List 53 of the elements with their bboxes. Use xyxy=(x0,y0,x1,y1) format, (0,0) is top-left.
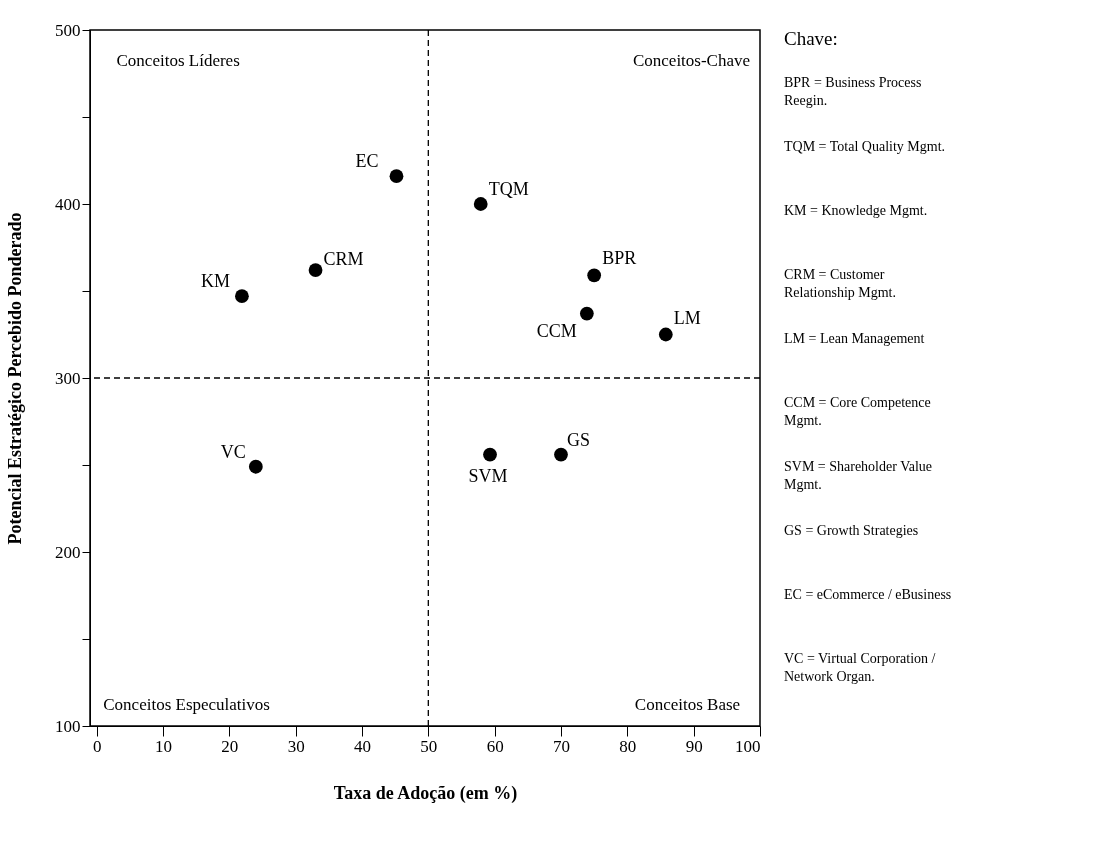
y-axis-title: Potencial Estratégico Percebido Ponderado xyxy=(5,212,25,545)
point xyxy=(587,268,602,283)
y-tick-label: 400 xyxy=(55,194,81,214)
point xyxy=(483,447,497,462)
data-label: SVM xyxy=(468,465,508,486)
point xyxy=(473,197,488,211)
text: KM = Knowledge Mgmt. xyxy=(784,203,928,218)
x-tick-label: 90 xyxy=(685,736,703,756)
data-label: KM xyxy=(200,271,230,292)
data-label: BPR xyxy=(602,248,637,269)
text: LM = Lean Management xyxy=(784,331,925,346)
data-label: CRM xyxy=(323,249,364,270)
data-label: EC xyxy=(355,151,379,172)
text: VC = Virtual Corporation / Network Organ. xyxy=(784,651,936,684)
text: BPR = Business Process Reegin. xyxy=(784,75,922,108)
data-label: LM xyxy=(673,307,701,328)
text: Chave: xyxy=(784,28,838,49)
x-tick-label: 50 xyxy=(420,736,438,756)
x-tick-label: 100 xyxy=(735,736,761,756)
data-label: GS xyxy=(566,429,591,450)
x-axis-title: Taxa de Adoção (em %) xyxy=(333,782,518,804)
annotation: Conceitos-Chave xyxy=(632,51,751,71)
annotation: Conceitos Base xyxy=(634,695,741,715)
y-tick-label: 200 xyxy=(55,542,81,562)
point xyxy=(308,263,323,277)
x-tick-label: 30 xyxy=(287,736,305,756)
text: GS = Growth Strategies xyxy=(784,523,919,538)
point xyxy=(658,327,673,342)
x-tick-label: 40 xyxy=(353,736,371,756)
point xyxy=(579,306,594,321)
x-tick-label: 20 xyxy=(221,736,239,756)
data-label: CCM xyxy=(536,320,577,341)
data-label: TQM xyxy=(488,179,529,199)
point xyxy=(554,447,568,462)
y-tick-label: 300 xyxy=(55,368,81,388)
point xyxy=(248,459,263,474)
point xyxy=(389,169,404,184)
annotation: Conceitos Líderes xyxy=(116,51,240,71)
x-tick-label: 70 xyxy=(552,736,570,756)
text: CRM = Customer Relationship Mgmt. xyxy=(784,267,896,300)
text: CCM = Core Competence Mgmt. xyxy=(784,395,931,428)
text: TQM = Total Quality Mgmt. xyxy=(784,139,946,154)
x-tick-label: 80 xyxy=(619,736,637,756)
data-label: VC xyxy=(220,441,246,462)
y-tick-label: 100 xyxy=(55,716,81,736)
annotation: Conceitos Especulativos xyxy=(103,695,270,715)
text: SVM = Shareholder Value Mgmt. xyxy=(784,459,933,492)
point xyxy=(235,289,249,304)
text: EC = eCommerce / eBusiness xyxy=(784,587,952,602)
x-tick-label: 60 xyxy=(486,736,504,756)
x-tick-label: 0 xyxy=(92,736,102,756)
y-tick-label: 500 xyxy=(55,20,81,40)
x-tick-label: 10 xyxy=(154,736,172,756)
